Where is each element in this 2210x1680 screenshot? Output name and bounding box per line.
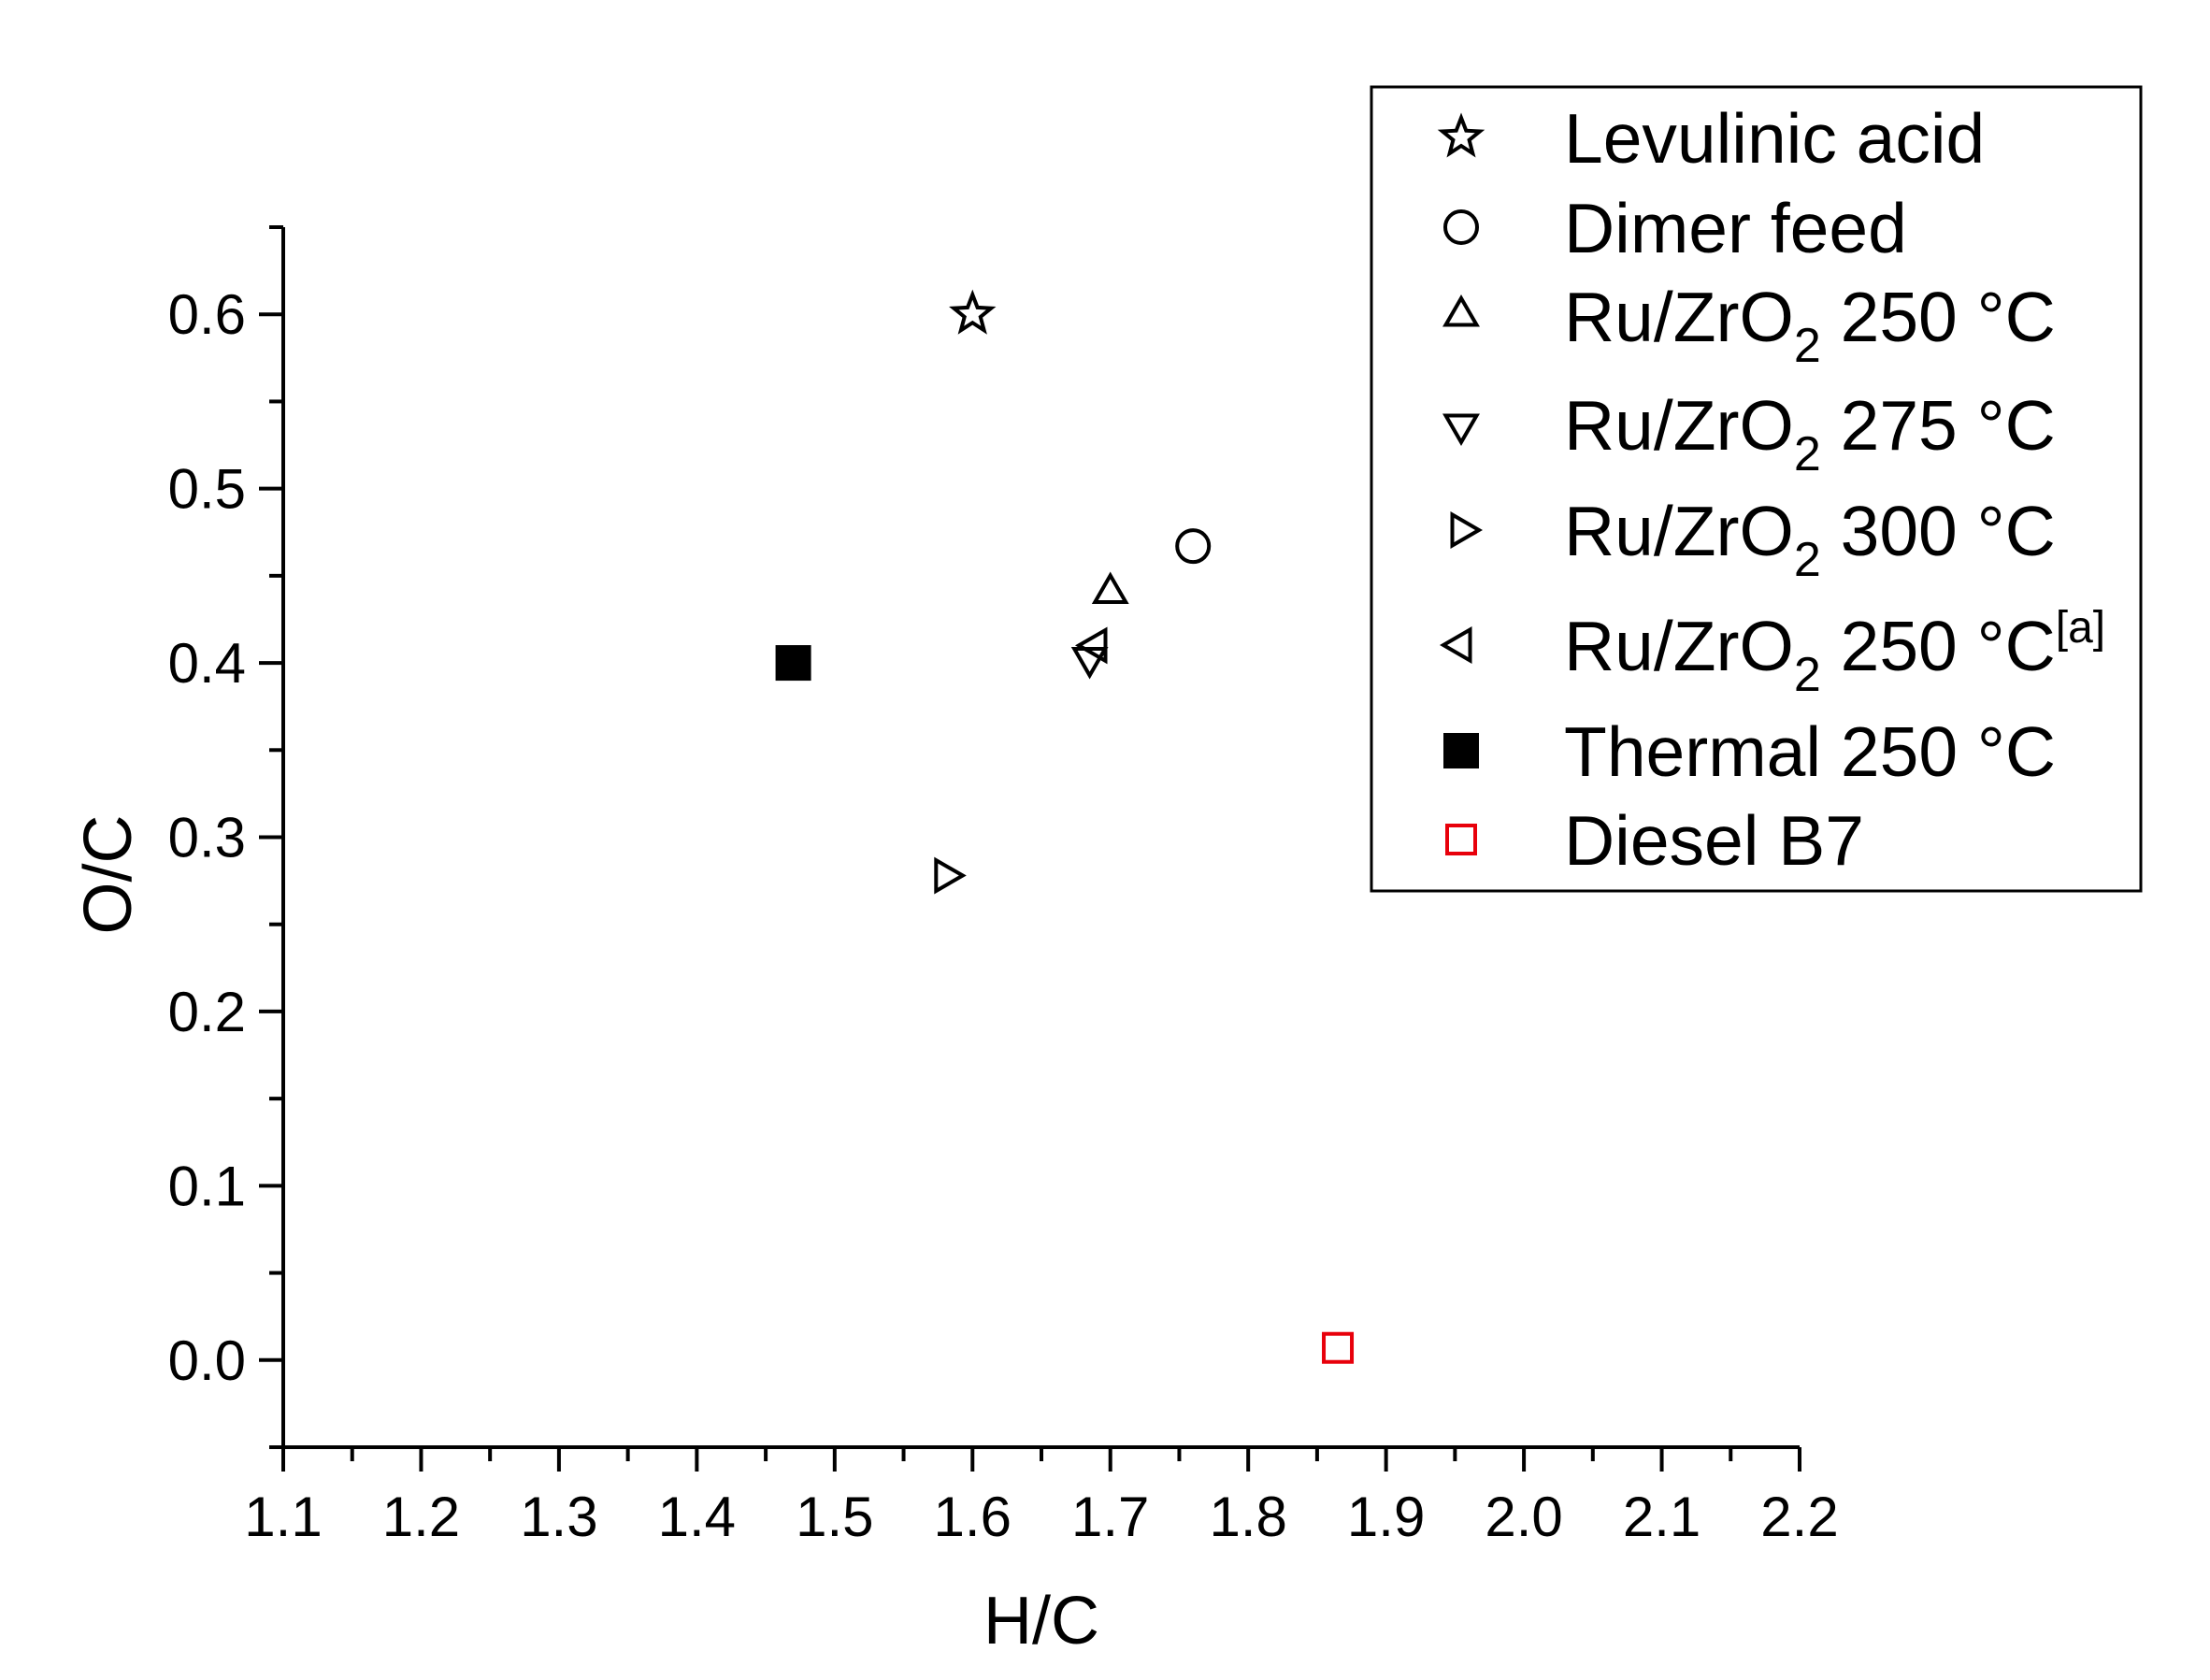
x-tick-label: 2.0	[1485, 1486, 1562, 1548]
x-tick-label: 2.2	[1760, 1486, 1838, 1548]
data-points	[775, 289, 1355, 1364]
y-tick-label: 0.5	[168, 458, 246, 521]
legend-marker-5	[1450, 511, 1483, 549]
legend-label-7: Thermal 250 °C	[1564, 712, 2056, 791]
y-tick-label: 0.4	[168, 632, 246, 695]
y-axis-title: O/C	[71, 814, 146, 934]
y-tick-label: 0.1	[168, 1155, 246, 1217]
y-tick-label: 0.2	[168, 981, 246, 1043]
data-point-5	[934, 856, 967, 895]
data-point-1	[949, 289, 997, 335]
legend-marker-7	[1443, 733, 1479, 768]
data-point-8	[1322, 1331, 1355, 1364]
legend-label-2: Dimer feed	[1564, 189, 1907, 267]
x-tick-label: 2.1	[1623, 1486, 1701, 1548]
x-tick-label: 1.2	[382, 1486, 460, 1548]
x-tick-label: 1.3	[520, 1486, 597, 1548]
x-tick-label: 1.8	[1209, 1486, 1286, 1548]
legend-marker-3	[1442, 294, 1480, 327]
legend-label-3: Ru/ZrO2 250 °C	[1564, 278, 2056, 373]
x-tick-label: 1.7	[1071, 1486, 1149, 1548]
x-tick-label: 1.9	[1347, 1486, 1425, 1548]
data-point-2	[1175, 528, 1212, 565]
y-tick-label: 0.0	[168, 1329, 246, 1392]
legend-marker-2	[1443, 209, 1479, 245]
legend-label-5: Ru/ZrO2 300 °C	[1564, 492, 2056, 587]
y-tick-label: 0.3	[168, 807, 246, 869]
data-point-3	[1091, 571, 1129, 604]
legend-box	[1370, 85, 2143, 893]
x-tick-label: 1.6	[934, 1486, 1012, 1548]
x-tick-label: 1.4	[658, 1486, 736, 1548]
legend-label-8: Diesel B7	[1564, 801, 1864, 880]
legend-label-4: Ru/ZrO2 275 °C	[1564, 386, 2056, 481]
x-axis-title: H/C	[983, 1584, 1099, 1658]
data-point-6	[1074, 626, 1108, 665]
data-point-4	[1070, 647, 1109, 680]
x-tick-label: 1.5	[796, 1486, 873, 1548]
x-tick-label: 1.1	[244, 1486, 322, 1548]
legend-label-1: Levulinic acid	[1564, 99, 1985, 178]
legend-label-6: Ru/ZrO2 250 °C[a]	[1564, 603, 2105, 702]
legend: Levulinic acid Dimer feed Ru/ZrO2 250 °C Ru…	[1370, 85, 2143, 893]
legend-marker-8	[1445, 824, 1477, 855]
legend-marker-4	[1442, 413, 1480, 446]
y-tick-label: 0.6	[168, 283, 246, 346]
legend-marker-6	[1440, 626, 1472, 664]
axes: 1.1 1.2 1.3 1.4 1.5 1.6 1.7 1.8 1.9 2.0 2.1 2.2 0.0 0…	[71, 225, 1839, 1658]
data-point-7	[775, 645, 811, 682]
legend-marker-1	[1437, 112, 1485, 158]
